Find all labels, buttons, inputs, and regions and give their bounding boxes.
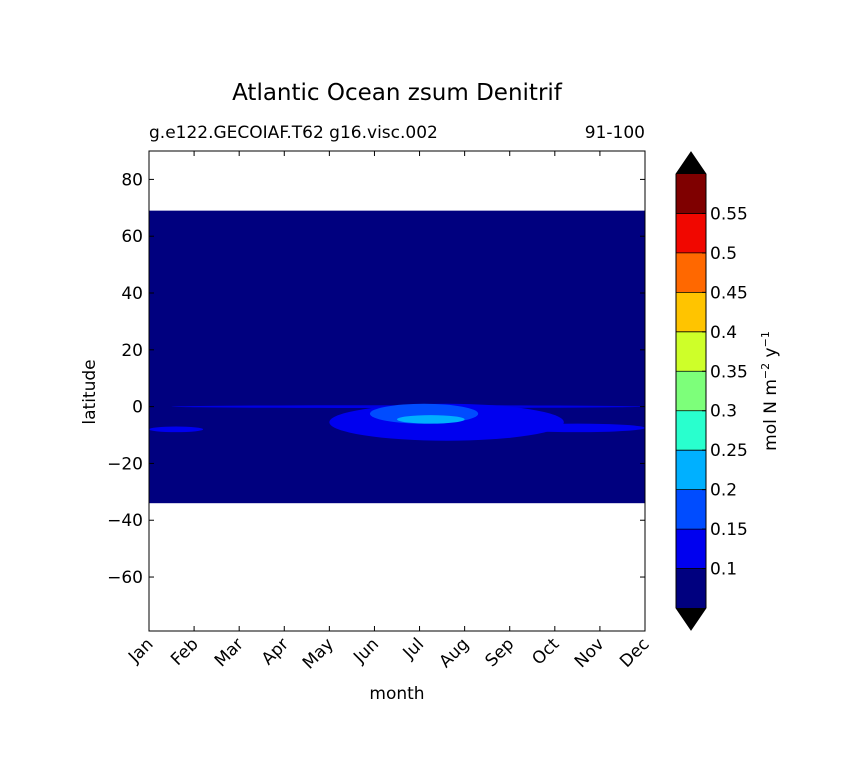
chart-title: Atlantic Ocean zsum Denitrif xyxy=(232,80,563,106)
contour-feature-2 xyxy=(509,423,645,433)
x-tick-label-1: Feb xyxy=(167,634,202,669)
x-tick-label-4: May xyxy=(299,634,338,673)
colorbar-segment-10 xyxy=(676,174,706,214)
x-tick-label-0: Jan xyxy=(124,634,157,667)
colorbar-tick-label-0: 0.1 xyxy=(710,560,737,580)
x-tick-label-6: Jul xyxy=(399,634,428,663)
colorbar-segment-5 xyxy=(676,371,706,411)
colorbar-outline xyxy=(675,151,707,631)
colorbar-label: mol N m−2 y−1 xyxy=(759,331,781,451)
y-tick-label-6: −40 xyxy=(107,511,143,531)
colorbar-tick-label-3: 0.25 xyxy=(710,441,748,461)
colorbar-segment-1 xyxy=(676,529,706,569)
x-tick-label-2: Mar xyxy=(211,634,248,671)
y-tick-label-1: 60 xyxy=(121,227,143,247)
x-tick-label-8: Sep xyxy=(481,634,518,671)
x-tick-label-11: Dec xyxy=(616,634,653,671)
colorbar-label-main: mol N m xyxy=(761,379,781,451)
colorbar-segment-2 xyxy=(676,489,706,530)
contour-feature-5 xyxy=(397,415,465,424)
colorbar-tick-label-9: 0.55 xyxy=(710,204,748,224)
colorbar-tick-label-5: 0.35 xyxy=(710,362,748,382)
y-axis-label: latitude xyxy=(80,359,100,424)
colorbar-tick-label-6: 0.4 xyxy=(710,323,737,343)
colorbar-segment-7 xyxy=(676,292,706,332)
colorbar-segment-8 xyxy=(676,252,706,293)
colorbar-tick-label-7: 0.45 xyxy=(710,283,748,303)
colorbar-segment-6 xyxy=(676,331,706,372)
y-tick-label-5: −20 xyxy=(107,454,143,474)
colorbar-segment-0 xyxy=(676,568,706,608)
x-tick-label-10: Nov xyxy=(571,634,609,672)
colorbar-tick-label-1: 0.15 xyxy=(710,520,748,540)
plot-frame xyxy=(148,150,646,632)
contour-base-fill xyxy=(149,210,645,504)
colorbar-extend-low xyxy=(676,608,706,630)
x-tick-label-9: Oct xyxy=(528,634,563,669)
y-tick-label-7: −60 xyxy=(107,568,143,588)
y-axis: 80 60 40 20 0 −20 −40 −60 xyxy=(107,170,645,588)
y-tick-label-0: 80 xyxy=(121,170,143,190)
x-tick-label-5: Jun xyxy=(349,634,383,668)
contour-feature-1 xyxy=(149,426,204,433)
colorbar: 0.1 0.15 0.2 0.25 0.3 0.35 0.4 0.45 0.5 0.55 xyxy=(675,151,748,631)
colorbar-label-exp2: −1 xyxy=(759,331,772,347)
colorbar-label-mid: y xyxy=(761,347,781,362)
y-tick-label-4: 0 xyxy=(132,398,143,418)
y-tick-label-2: 40 xyxy=(121,284,143,304)
colorbar-tick-label-2: 0.2 xyxy=(710,481,737,501)
colorbar-tick-label-8: 0.5 xyxy=(710,244,737,264)
colorbar-segment-3 xyxy=(676,450,706,490)
colorbar-extend-high xyxy=(676,152,706,174)
plot-area xyxy=(148,150,646,632)
colorbar-tick-label-4: 0.3 xyxy=(710,402,737,422)
x-tick-label-7: Aug xyxy=(436,634,474,672)
y-tick-label-3: 20 xyxy=(121,341,143,361)
colorbar-segment-9 xyxy=(676,213,706,253)
chart-subtitle-left: g.e122.GECOIAF.T62 g16.visc.002 xyxy=(149,123,438,143)
colorbar-label-exp1: −2 xyxy=(759,363,772,379)
colorbar-segment-4 xyxy=(676,410,706,451)
chart-subtitle-right: 91-100 xyxy=(585,123,645,143)
x-axis-label: month xyxy=(369,684,424,704)
x-tick-label-3: Apr xyxy=(258,634,293,669)
